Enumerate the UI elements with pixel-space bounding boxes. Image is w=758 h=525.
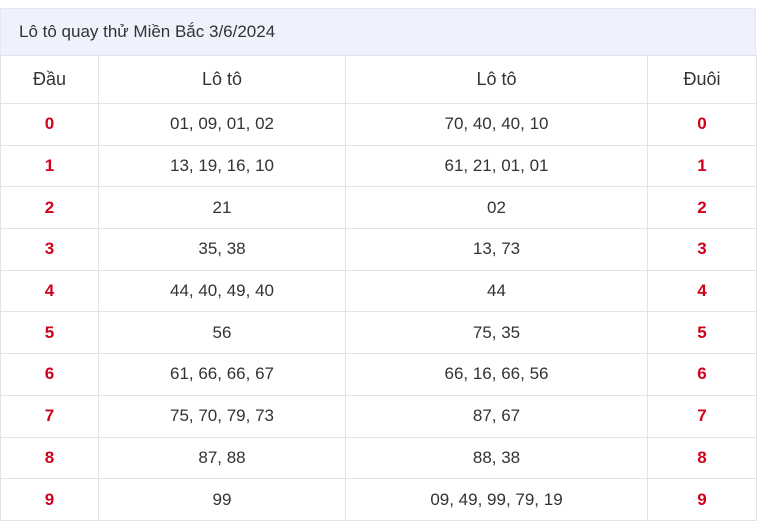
dau-cell: 9 (0, 478, 99, 521)
loto-right-cell: 88, 38 (345, 436, 648, 480)
table-header: Đầu Lô tô Lô tô Đuôi (0, 55, 757, 104)
dau-cell: 1 (0, 144, 99, 188)
table-row: 0 01, 09, 01, 02 70, 40, 40, 10 0 (0, 103, 757, 146)
loto-right-cell: 02 (345, 186, 648, 230)
header-dau: Đầu (0, 55, 99, 104)
loto-right-cell: 61, 21, 01, 01 (345, 144, 648, 188)
dau-cell: 0 (0, 103, 99, 146)
loto-right-cell: 13, 73 (345, 228, 648, 271)
loto-right-cell: 66, 16, 66, 56 (345, 353, 648, 396)
loto-table: Đầu Lô tô Lô tô Đuôi 0 01, 09, 01, 02 70… (0, 55, 757, 521)
table-row: 9 99 09, 49, 99, 79, 19 9 (0, 478, 757, 521)
loto-left-cell: 61, 66, 66, 67 (98, 353, 346, 396)
table-row: 3 35, 38 13, 73 3 (0, 228, 757, 271)
duoi-cell: 2 (647, 186, 757, 230)
loto-right-cell: 09, 49, 99, 79, 19 (345, 478, 648, 521)
duoi-cell: 4 (647, 269, 757, 313)
table-row: 5 56 75, 35 5 (0, 311, 757, 355)
duoi-cell: 7 (647, 394, 757, 438)
header-loto-left: Lô tô (98, 55, 346, 104)
table-row: 7 75, 70, 79, 73 87, 67 7 (0, 394, 757, 438)
table-body: 0 01, 09, 01, 02 70, 40, 40, 10 0 1 13, … (0, 103, 757, 521)
table-row: 2 21 02 2 (0, 186, 757, 230)
dau-cell: 8 (0, 436, 99, 480)
table-row: 6 61, 66, 66, 67 66, 16, 66, 56 6 (0, 353, 757, 396)
dau-cell: 4 (0, 269, 99, 313)
header-loto-right: Lô tô (345, 55, 648, 104)
loto-left-cell: 56 (98, 311, 346, 355)
loto-right-cell: 70, 40, 40, 10 (345, 103, 648, 146)
dau-cell: 3 (0, 228, 99, 271)
duoi-cell: 8 (647, 436, 757, 480)
loto-left-cell: 01, 09, 01, 02 (98, 103, 346, 146)
header-row: Đầu Lô tô Lô tô Đuôi (0, 55, 757, 104)
table-row: 1 13, 19, 16, 10 61, 21, 01, 01 1 (0, 144, 757, 188)
dau-cell: 2 (0, 186, 99, 230)
duoi-cell: 9 (647, 478, 757, 521)
header-duoi: Đuôi (647, 55, 757, 104)
loto-left-cell: 21 (98, 186, 346, 230)
dau-cell: 6 (0, 353, 99, 396)
loto-left-cell: 13, 19, 16, 10 (98, 144, 346, 188)
duoi-cell: 6 (647, 353, 757, 396)
loto-left-cell: 75, 70, 79, 73 (98, 394, 346, 438)
dau-cell: 7 (0, 394, 99, 438)
loto-right-cell: 75, 35 (345, 311, 648, 355)
loto-panel: Lô tô quay thử Miền Bắc 3/6/2024 Đầu Lô … (0, 8, 757, 521)
loto-right-cell: 87, 67 (345, 394, 648, 438)
panel-title-bar: Lô tô quay thử Miền Bắc 3/6/2024 (0, 8, 756, 55)
duoi-cell: 1 (647, 144, 757, 188)
loto-left-cell: 99 (98, 478, 346, 521)
loto-left-cell: 35, 38 (98, 228, 346, 271)
dau-cell: 5 (0, 311, 99, 355)
loto-left-cell: 44, 40, 49, 40 (98, 269, 346, 313)
loto-left-cell: 87, 88 (98, 436, 346, 480)
table-row: 8 87, 88 88, 38 8 (0, 436, 757, 480)
duoi-cell: 5 (647, 311, 757, 355)
panel-title: Lô tô quay thử Miền Bắc 3/6/2024 (19, 22, 276, 41)
duoi-cell: 3 (647, 228, 757, 271)
table-row: 4 44, 40, 49, 40 44 4 (0, 269, 757, 313)
loto-right-cell: 44 (345, 269, 648, 313)
duoi-cell: 0 (647, 103, 757, 146)
